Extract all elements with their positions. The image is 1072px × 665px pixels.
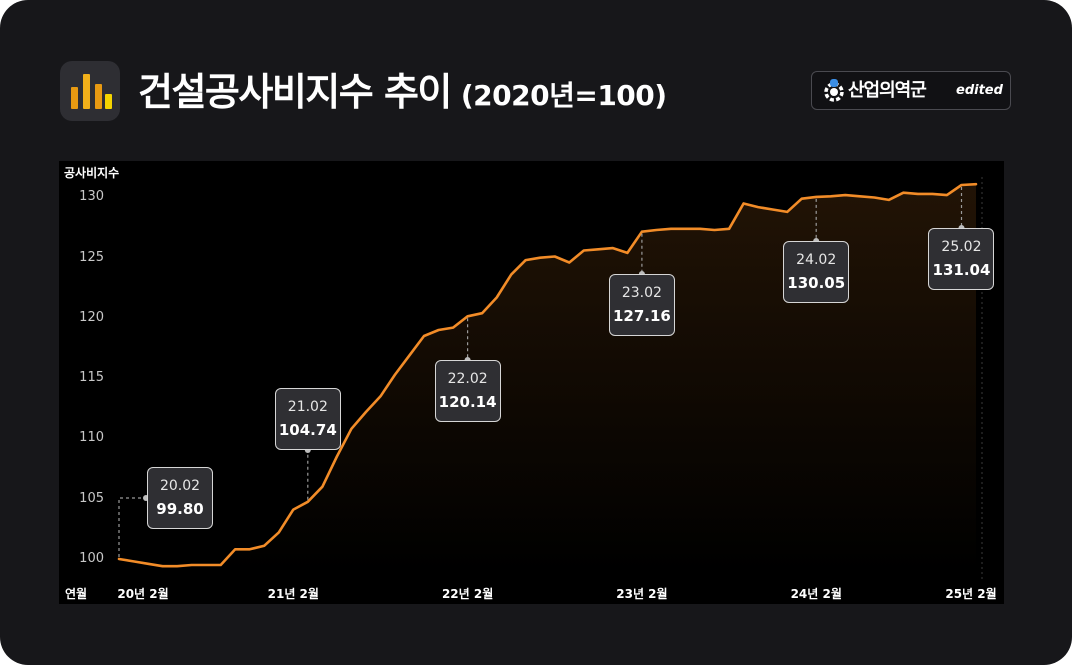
callout-box: 23.02 127.16 xyxy=(608,274,675,336)
title-text: 건설공사비지수 추이 xyxy=(138,70,452,114)
callout-value: 130.05 xyxy=(787,274,846,292)
x-tick-label: 24년 2월 xyxy=(790,587,842,601)
y-tick-label: 120 xyxy=(79,309,104,325)
callout-value: 127.16 xyxy=(612,307,671,325)
y-tick-label: 115 xyxy=(79,370,104,386)
callout-leader xyxy=(118,497,146,557)
x-tick-label: 22년 2월 xyxy=(441,587,494,601)
brand-badge: 산업의역군 edited xyxy=(811,71,1011,110)
y-axis-label: 공사비지수 xyxy=(64,166,120,180)
gear-helmet-icon xyxy=(824,79,844,102)
x-tick-label: 20년 2월 xyxy=(117,587,169,601)
page-title: 건설공사비지수 추이 (2020년=100) xyxy=(138,62,667,122)
callout-date: 24.02 xyxy=(796,252,837,268)
callout-box: 24.02 130.05 xyxy=(783,241,850,303)
bar-chart-icon xyxy=(60,61,120,121)
y-tick-label: 125 xyxy=(79,249,104,265)
series-area xyxy=(119,184,976,571)
callout-value: 131.04 xyxy=(932,261,991,279)
callout-box: 20.02 99.80 xyxy=(147,467,213,529)
brand-edited-tag: edited xyxy=(956,83,1003,98)
plot-area xyxy=(59,161,1004,604)
brand-name: 산업의역군 xyxy=(848,80,927,101)
y-tick-label: 130 xyxy=(79,189,104,205)
y-tick-label: 105 xyxy=(79,490,104,506)
callout-date: 25.02 xyxy=(941,239,982,255)
callout-date: 20.02 xyxy=(159,478,201,494)
x-tick-label: 25년 2월 xyxy=(945,587,997,601)
x-axis-label: 연월 xyxy=(65,587,88,601)
line-chart xyxy=(117,177,983,579)
callout-box: 21.02 104.74 xyxy=(274,388,341,450)
callout-box: 22.02 120.14 xyxy=(434,360,501,422)
callout-value: 120.14 xyxy=(438,393,497,411)
series-line xyxy=(117,182,978,568)
y-tick-label: 110 xyxy=(79,430,104,446)
callout-box: 25.02 131.04 xyxy=(928,228,995,290)
callout-date: 21.02 xyxy=(287,399,328,415)
x-tick-label: 21년 2월 xyxy=(267,587,319,601)
y-tick-label: 100 xyxy=(79,550,104,566)
callout-value: 104.74 xyxy=(278,421,337,439)
title-subtitle: (2020년=100) xyxy=(460,79,667,112)
callout-date: 23.02 xyxy=(621,285,662,301)
callout-date: 22.02 xyxy=(447,371,488,387)
callout-value: 99.80 xyxy=(156,500,204,518)
x-tick-label: 23년 2월 xyxy=(616,587,668,601)
